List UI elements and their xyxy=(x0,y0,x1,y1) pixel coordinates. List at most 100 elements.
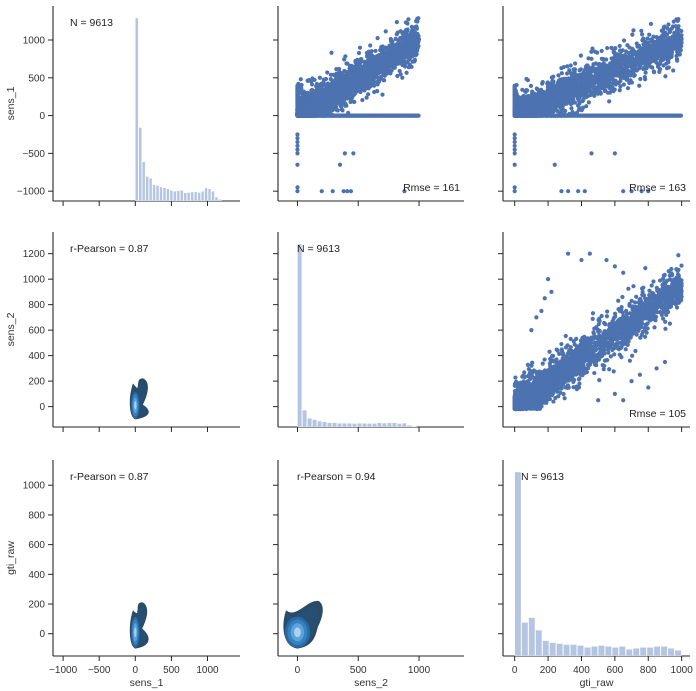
scatter-point xyxy=(412,25,418,30)
scatter-point xyxy=(557,98,562,103)
scatter-point xyxy=(358,74,363,79)
scatter-point xyxy=(399,61,405,66)
scatter-point xyxy=(370,75,375,81)
scatter-point xyxy=(647,54,652,59)
scatter-point xyxy=(339,76,344,81)
scatter-point xyxy=(395,55,400,60)
scatter-point xyxy=(399,51,404,56)
x-tick-label: 0 xyxy=(512,665,518,676)
scatter-point xyxy=(319,189,324,194)
scatter-point xyxy=(337,66,342,72)
scatter-point xyxy=(366,55,372,60)
histogram-bar xyxy=(214,196,219,201)
x-tick-label: 400 xyxy=(573,665,590,676)
scatter-point xyxy=(401,48,407,53)
scatter-point xyxy=(295,162,300,167)
scatter-point xyxy=(394,20,399,25)
scatter-point xyxy=(556,73,561,78)
scatter-point xyxy=(352,71,357,76)
y-tick-label: 400 xyxy=(28,570,45,581)
scatter-point xyxy=(577,101,582,106)
scatter-point xyxy=(304,105,309,110)
scatter-point xyxy=(324,88,329,93)
scatter-point xyxy=(573,88,578,93)
scatter-point xyxy=(351,151,356,156)
x-tick-label: −1000 xyxy=(49,665,78,676)
histogram-bar xyxy=(145,176,149,201)
scatter-point xyxy=(343,85,348,90)
scatter-point xyxy=(385,59,390,64)
scatter-point xyxy=(309,82,315,87)
scatter-point xyxy=(407,42,413,47)
scatter-point xyxy=(314,84,319,89)
scatter-point xyxy=(364,50,370,55)
scatter-point xyxy=(327,86,332,91)
y-tick-label: 1000 xyxy=(23,36,46,47)
scatter-point xyxy=(662,48,667,53)
scatter-point xyxy=(295,143,300,148)
histogram-bar xyxy=(207,188,212,201)
scatter-point xyxy=(414,52,419,57)
scatter-point xyxy=(348,189,354,194)
scatter-point xyxy=(342,57,347,62)
x-tick-label: 0 xyxy=(133,665,139,676)
scatter-point xyxy=(342,73,348,78)
x-tick-label: 200 xyxy=(540,665,557,676)
scatter-point xyxy=(659,39,664,45)
scatter-point xyxy=(295,139,300,145)
scatter-point xyxy=(309,88,314,93)
histogram-bar xyxy=(183,192,187,201)
scatter-point xyxy=(409,24,414,29)
scatter-point xyxy=(625,43,630,48)
scatter-point xyxy=(645,36,650,41)
scatter-point xyxy=(331,80,336,85)
x-axis-label-sens_1: sens_1 xyxy=(130,677,164,689)
scatter-point xyxy=(352,81,357,86)
y-tick-label: 0 xyxy=(39,629,45,640)
scatter-point xyxy=(630,32,635,37)
scatter-point xyxy=(409,64,414,69)
scatter-point xyxy=(317,75,322,80)
scatter-point xyxy=(295,189,300,194)
scatter-point xyxy=(305,78,310,83)
scatter-point xyxy=(359,65,365,70)
histogram-bar xyxy=(180,190,184,201)
scatter-point xyxy=(400,41,405,46)
scatter-point xyxy=(607,99,612,104)
scatter-point xyxy=(401,56,407,61)
scatter-point xyxy=(321,99,326,104)
scatter-point xyxy=(295,132,300,137)
y-tick-label: 800 xyxy=(28,300,45,311)
scatter-point xyxy=(355,57,360,62)
scatter-point xyxy=(572,70,577,75)
scatter-point xyxy=(366,92,371,97)
scatter-panel xyxy=(295,16,421,194)
scatter-point xyxy=(373,48,378,54)
scatter-point xyxy=(299,86,304,91)
y-tick-label: 800 xyxy=(28,510,45,521)
histogram-bar xyxy=(218,199,222,201)
scatter-point xyxy=(638,76,643,82)
scatter-point xyxy=(301,105,306,110)
scatter-point xyxy=(663,74,668,79)
scatter-point xyxy=(345,94,350,100)
scatter-point xyxy=(354,87,359,93)
scatter-point xyxy=(397,39,402,44)
scatter-point xyxy=(358,70,363,75)
scatter-point xyxy=(666,22,671,27)
scatter-point xyxy=(640,38,645,43)
x-axis-label-gti_raw: gti_raw xyxy=(580,677,614,689)
scatter-point xyxy=(369,70,374,75)
scatter-point xyxy=(645,44,650,49)
scatter-point xyxy=(647,32,652,37)
scatter-point xyxy=(609,45,614,50)
scatter-point xyxy=(383,29,388,34)
scatter-point xyxy=(598,90,603,95)
scatter-point xyxy=(671,68,676,73)
histogram-bar xyxy=(173,190,177,201)
scatter-point xyxy=(639,28,644,33)
scatter-point xyxy=(295,185,300,190)
scatter-point xyxy=(377,60,383,65)
